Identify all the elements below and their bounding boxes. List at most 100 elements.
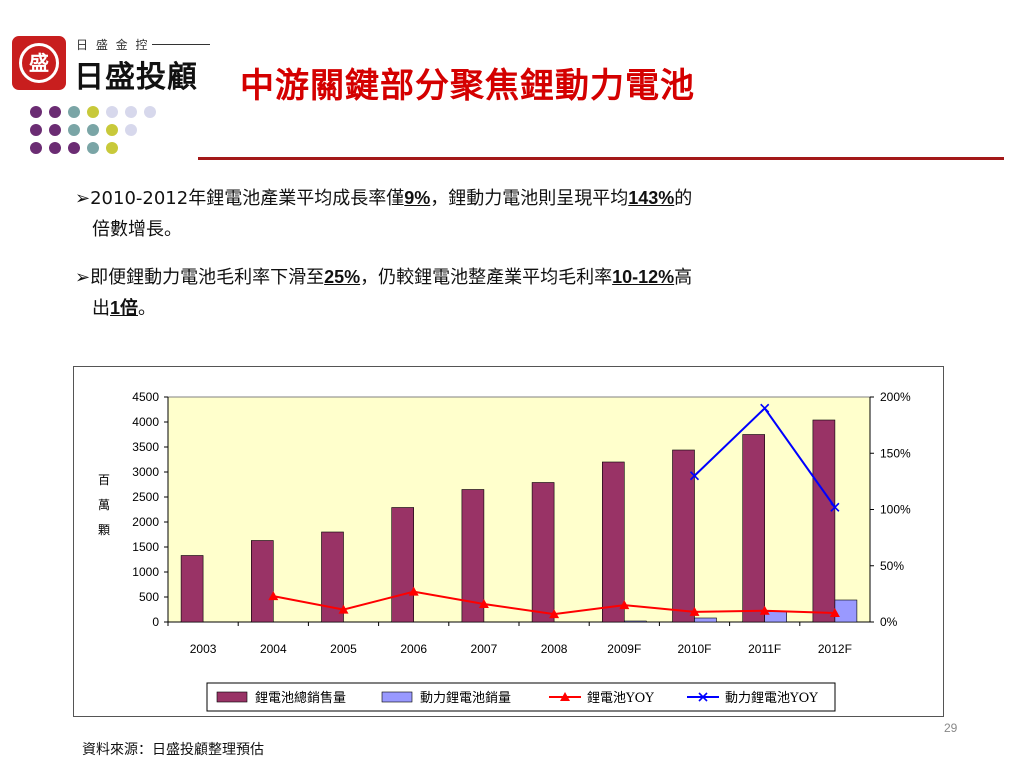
bar-total-sales xyxy=(180,555,204,623)
y-axis-label-char: 萬 xyxy=(98,498,110,512)
decorative-dot xyxy=(87,106,99,118)
legend-label: 鋰電池總銷售量 xyxy=(255,690,346,706)
bullet-1-line-1: ➢2010-2012年鋰電池產業平均成長率僅9%，鋰動力電池則呈現平均143%的 xyxy=(75,183,955,214)
legend-marker xyxy=(560,692,570,701)
y-tick-label: 1000 xyxy=(132,565,159,579)
y-tick-label: 500 xyxy=(139,590,159,604)
x-tick-label: 2011F xyxy=(748,642,781,656)
y2-tick-label: 50% xyxy=(880,559,904,573)
legend-label: 動力鋰電池YOY xyxy=(725,691,818,706)
point-li-battery-yoy xyxy=(829,608,840,617)
bar-total-sales xyxy=(672,449,695,623)
bullet-1-text-c: 的 xyxy=(674,188,693,209)
legend-label: 鋰電池YOY xyxy=(587,691,654,706)
bar-total-sales xyxy=(531,482,555,623)
bullet-2-line-1: ➢即便鋰動力電池毛利率下滑至25%，仍較鋰電池整產業平均毛利率10-12%高 xyxy=(75,262,955,293)
bullet-2-text-d: 出 xyxy=(92,298,110,319)
point-li-battery-yoy xyxy=(478,599,489,608)
bar-total-sales xyxy=(601,461,625,623)
decorative-dot xyxy=(144,106,156,118)
decorative-dot xyxy=(106,142,118,154)
slide-title: 中游關鍵部分聚焦鋰動力電池 xyxy=(240,66,695,106)
logo-divider xyxy=(152,44,210,45)
bullet-point-1: ➢2010-2012年鋰電池產業平均成長率僅9%，鋰動力電池則呈現平均143%的… xyxy=(75,183,955,245)
bullet-2-highlight-c: 1倍 xyxy=(110,298,139,318)
bullet-2-text-e: 。 xyxy=(138,298,157,319)
bullet-1-highlight-a: 9% xyxy=(404,188,431,208)
y2-tick-label: 150% xyxy=(880,446,911,460)
bar-total-sales xyxy=(391,507,415,623)
x-tick-label: 2004 xyxy=(260,642,287,656)
y-tick-label: 2000 xyxy=(132,515,159,529)
y2-tick-label: 0% xyxy=(880,615,898,629)
bullet-2-line-2: 出1倍。 xyxy=(75,293,955,324)
legend-box xyxy=(206,682,836,712)
bar-total-sales xyxy=(321,531,344,623)
legend-label: 動力鋰電池銷量 xyxy=(420,690,511,706)
point-li-battery-yoy xyxy=(549,609,560,619)
bullet-2-highlight-a: 25% xyxy=(324,267,361,287)
decorative-dot xyxy=(87,124,99,136)
decorative-dot xyxy=(68,142,80,154)
bullet-2-text-a: 即便鋰動力電池毛利率下滑至 xyxy=(90,267,325,288)
point-power-battery-yoy xyxy=(689,471,700,481)
bullet-1-highlight-b: 143% xyxy=(628,188,675,208)
x-tick-label: 2007 xyxy=(471,642,498,656)
bar-power-battery-sales xyxy=(834,599,858,623)
title-divider xyxy=(198,157,1004,160)
y-tick-label: 2500 xyxy=(132,490,159,504)
bullet-arrow-icon: ➢ xyxy=(75,188,91,209)
chart-frame: 0 500 1000 1500 2000 2500 3000 3500 4000 4500 0% 50… xyxy=(73,366,944,717)
point-power-battery-yoy xyxy=(760,403,770,413)
decorative-dot xyxy=(87,142,99,154)
y-axis-label-char: 百 xyxy=(98,473,110,487)
bar-total-sales xyxy=(461,489,485,623)
x-tick-label: 2005 xyxy=(330,642,357,656)
bullet-1-text-b: ，鋰動力電池則呈現平均 xyxy=(430,188,629,209)
y-tick-label: 1500 xyxy=(132,540,159,554)
point-li-battery-yoy xyxy=(689,606,700,616)
y-axis-label-char: 顆 xyxy=(98,523,110,537)
point-power-battery-yoy xyxy=(830,502,840,512)
y2-tick-label: 100% xyxy=(880,503,911,517)
y-tick-label: 3500 xyxy=(132,440,159,454)
decorative-dot xyxy=(68,124,80,136)
source-footnote: 資料來源：日盛投顧整理預估 xyxy=(82,742,264,758)
point-li-battery-yoy xyxy=(619,600,630,610)
decorative-dot xyxy=(125,124,137,136)
decorative-dot xyxy=(49,142,61,154)
x-tick-label: 2008 xyxy=(541,642,568,656)
bullet-1-line-2: 倍數增長。 xyxy=(92,219,182,240)
point-li-battery-yoy xyxy=(268,591,279,601)
bullet-1-text-a: 2010-2012年鋰電池產業平均成長率僅 xyxy=(90,188,405,209)
point-li-battery-yoy xyxy=(759,605,770,615)
point-li-battery-yoy xyxy=(338,604,349,614)
y2-tick-label: 200% xyxy=(880,390,911,404)
y-tick-label: 4000 xyxy=(132,415,159,429)
decorative-dot xyxy=(106,124,118,136)
x-tick-label: 2003 xyxy=(190,642,217,656)
decorative-dot xyxy=(30,106,42,118)
logo-mark: 盛 xyxy=(12,36,66,90)
x-tick-label: 2009F xyxy=(607,642,641,656)
decorative-dot xyxy=(30,142,42,154)
bar-power-battery-sales xyxy=(694,617,717,623)
legend-marker xyxy=(698,692,708,702)
logo-name: 日盛投顧 xyxy=(74,60,198,95)
point-li-battery-yoy xyxy=(408,586,419,596)
bullet-2-text-c: 高 xyxy=(674,267,693,288)
decorative-dot xyxy=(49,106,61,118)
bar-power-battery-sales xyxy=(623,620,647,623)
decorative-dot xyxy=(125,106,137,118)
bar-total-sales xyxy=(812,419,836,623)
logo-subtitle: 日 盛 金 控 xyxy=(76,38,150,52)
y-tick-label: 4500 xyxy=(132,390,159,404)
y-tick-label: 0 xyxy=(152,615,159,629)
bullet-point-2: ➢即便鋰動力電池毛利率下滑至25%，仍較鋰電池整產業平均毛利率10-12%高 出… xyxy=(75,262,955,324)
x-tick-label: 2006 xyxy=(400,642,427,656)
decorative-dot xyxy=(68,106,80,118)
bullet-2-text-b: ，仍較鋰電池整產業平均毛利率 xyxy=(360,267,613,288)
x-tick-label: 2012F xyxy=(818,642,852,656)
bar-total-sales xyxy=(251,540,274,623)
bullet-arrow-icon: ➢ xyxy=(75,267,91,288)
